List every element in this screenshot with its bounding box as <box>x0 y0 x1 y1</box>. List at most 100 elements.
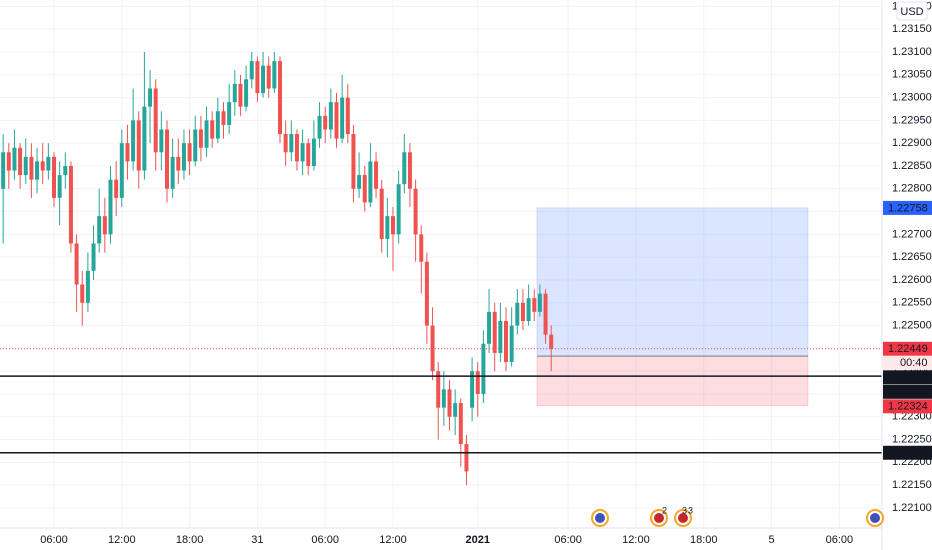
countdown-box <box>883 355 932 370</box>
y-tick-label: 1.22800 <box>892 183 932 195</box>
candle-body <box>537 293 542 312</box>
candle-body <box>306 143 311 166</box>
price-label-box <box>883 341 932 356</box>
position-tool[interactable] <box>536 207 809 407</box>
candle-body <box>221 111 226 125</box>
candle-body <box>396 184 401 235</box>
event-flag <box>595 513 605 523</box>
price-label-box <box>883 445 932 460</box>
candle-body <box>549 334 554 349</box>
candle-body <box>119 143 124 198</box>
candle-body <box>227 102 232 125</box>
candle-body <box>249 61 254 80</box>
candle-body <box>215 111 220 139</box>
price-label-box <box>883 370 932 385</box>
y-tick-label: 1.22700 <box>892 228 932 240</box>
x-tick-label: 18:00 <box>176 534 204 546</box>
candle-body <box>419 234 424 262</box>
candle-body <box>1 152 6 189</box>
candle-body <box>345 97 350 135</box>
x-tick-label: 12:00 <box>379 534 407 546</box>
event-count: 2 <box>662 505 667 515</box>
candle-body <box>176 156 181 171</box>
event-count: 3 <box>682 505 687 515</box>
target-zone <box>536 207 809 357</box>
x-tick-label: 06:00 <box>311 534 339 546</box>
candle-body <box>323 115 328 130</box>
candle-body <box>102 216 107 235</box>
x-tick-label: 12:00 <box>108 534 136 546</box>
event-flag <box>870 513 880 523</box>
candle-body <box>136 120 141 171</box>
candle-body <box>515 302 520 326</box>
price-label-box <box>883 384 932 399</box>
candle-body <box>357 175 362 189</box>
candle-body <box>492 311 497 353</box>
candle-body <box>453 403 458 417</box>
candle-body <box>170 156 175 189</box>
event-flag <box>654 513 664 523</box>
candle-body <box>520 302 525 321</box>
candle-body <box>328 102 333 130</box>
candle-body <box>57 175 62 198</box>
y-tick-label: 1.23150 <box>892 23 932 35</box>
candle-body <box>29 156 34 180</box>
x-tick-label: 5 <box>768 534 774 546</box>
candle-body <box>368 161 373 203</box>
candle-body <box>424 261 429 326</box>
candle-body <box>504 320 508 363</box>
candle-body <box>379 188 384 239</box>
candle-body <box>148 88 153 107</box>
candle-body <box>272 61 277 89</box>
candle-body <box>210 120 215 139</box>
y-tick-label: 1.22950 <box>892 114 932 126</box>
candle-body <box>475 371 480 394</box>
candle-body <box>351 134 356 189</box>
candle-body <box>447 389 452 417</box>
candle-body <box>294 134 299 162</box>
price-label-box <box>883 399 932 414</box>
price-label: 1.22389 <box>888 386 928 398</box>
y-tick-label: 1.23000 <box>892 91 932 103</box>
candle-body <box>266 65 271 89</box>
candle-body <box>18 147 23 176</box>
candle-body <box>85 270 90 303</box>
candle-body <box>68 165 73 244</box>
candle-body <box>317 115 322 139</box>
candle-body <box>165 129 169 189</box>
candle-body <box>52 156 56 198</box>
candle-body <box>74 243 79 285</box>
grid <box>0 0 882 528</box>
candle-body <box>498 320 503 353</box>
price-lines <box>0 348 882 454</box>
candle-body <box>97 216 102 244</box>
candle-body <box>6 152 11 171</box>
x-tick-label: 06:00 <box>554 534 582 546</box>
candle-body <box>300 143 305 162</box>
candle-body <box>181 143 186 171</box>
candle-body <box>464 444 469 472</box>
candle-body <box>385 216 390 239</box>
candle-body <box>283 134 288 153</box>
x-tick-label: 06:00 <box>826 534 854 546</box>
candle-body <box>232 83 237 103</box>
price-label: 1.22324 <box>888 401 928 413</box>
events: 2 3 3 <box>591 505 884 527</box>
y-tick-label: 1.23050 <box>892 69 932 81</box>
currency: USD <box>900 6 923 18</box>
candle-body <box>391 216 395 235</box>
y-tick-label: 1.23100 <box>892 46 932 58</box>
price-label-box <box>883 200 932 215</box>
candle-body <box>193 129 198 162</box>
candle-body <box>413 188 418 235</box>
candle-body <box>311 138 316 166</box>
currency-box[interactable] <box>896 1 928 21</box>
y-tick-label: 1.22150 <box>892 479 932 491</box>
candle-body <box>334 102 339 139</box>
y-tick-label: 1.22900 <box>892 137 932 149</box>
candle-body <box>407 152 412 189</box>
candle-body <box>40 161 45 171</box>
x-tick-label: 06:00 <box>40 534 68 546</box>
event-flag <box>678 513 688 523</box>
